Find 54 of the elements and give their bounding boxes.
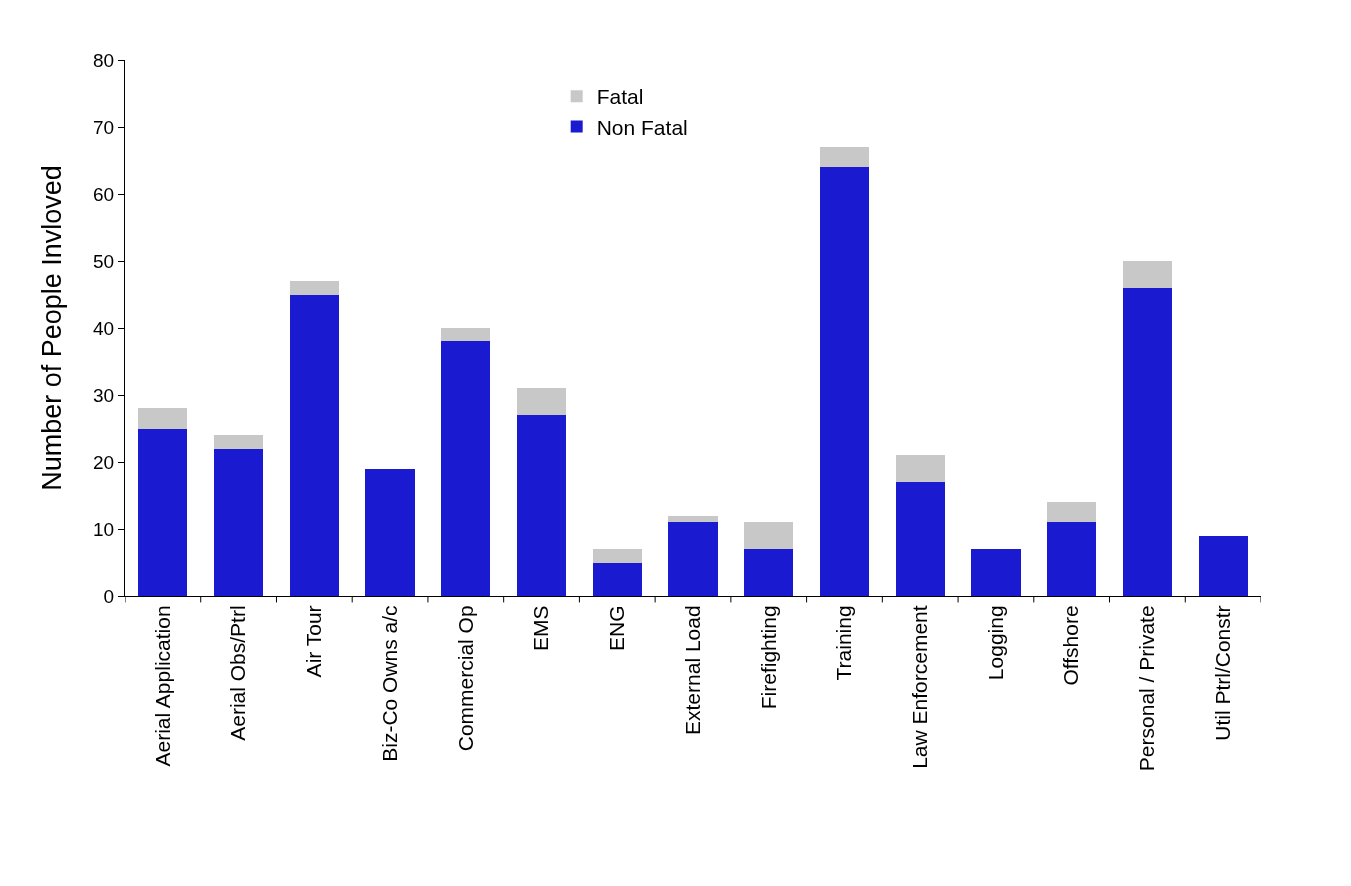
bar <box>365 468 415 596</box>
y-tick-label: 30 <box>93 384 115 406</box>
bar <box>441 328 491 342</box>
x-tick-label: Firefighting <box>756 605 780 710</box>
x-tick-label: Law Enforcement <box>908 605 932 769</box>
bar <box>1122 261 1173 288</box>
y-tick-label: 40 <box>93 317 115 339</box>
bar <box>516 388 567 416</box>
y-tick-label: 20 <box>93 451 115 473</box>
bar <box>213 435 264 449</box>
bar <box>213 448 264 596</box>
bar <box>592 549 642 563</box>
bar <box>895 482 945 596</box>
x-tick-label: Biz-Co Owns a/c <box>377 605 401 762</box>
bar <box>1198 535 1248 596</box>
bar <box>138 428 188 596</box>
bar <box>668 522 718 596</box>
x-tick-label: Commercial Op <box>453 605 477 752</box>
bar <box>289 281 339 295</box>
y-tick-label: 50 <box>93 250 115 272</box>
bar <box>895 455 945 483</box>
x-tick-label: Aerial Obs/Ptrl <box>226 605 250 741</box>
x-tick-label: Aerial Application <box>150 605 174 767</box>
x-tick-label: ENG <box>605 605 629 651</box>
bar <box>668 515 718 523</box>
y-tick-label: 70 <box>93 116 115 138</box>
y-tick-label: 60 <box>93 183 115 205</box>
bar <box>971 549 1021 596</box>
bar <box>744 549 794 596</box>
x-tick-label: Util Ptrl/Constr <box>1210 605 1234 741</box>
y-tick-label: 80 <box>93 49 115 71</box>
y-tick-label: 0 <box>103 585 115 607</box>
x-tick-label: Logging <box>983 605 1007 681</box>
x-tick-label: Offshore <box>1059 605 1083 686</box>
x-tick-label: External Load <box>680 605 704 735</box>
bar <box>1047 502 1097 523</box>
bar <box>1047 522 1097 596</box>
bar <box>819 167 870 596</box>
y-tick-label: 10 <box>93 518 115 540</box>
legend-label: Non Fatal <box>596 115 688 139</box>
bar <box>1122 287 1173 596</box>
bar <box>592 562 642 596</box>
bar <box>744 522 794 550</box>
bar <box>138 408 188 429</box>
legend-label: Fatal <box>596 85 644 109</box>
bar <box>289 294 339 596</box>
bar <box>441 341 491 596</box>
bar <box>819 147 870 168</box>
x-tick-label: Training <box>832 605 856 681</box>
x-tick-label: Air Tour <box>302 605 326 678</box>
bar <box>516 415 567 596</box>
x-tick-label: Personal / Private <box>1135 605 1159 772</box>
x-tick-label: EMS <box>529 605 553 651</box>
y-axis-title: Number of People Invloved <box>37 165 67 491</box>
